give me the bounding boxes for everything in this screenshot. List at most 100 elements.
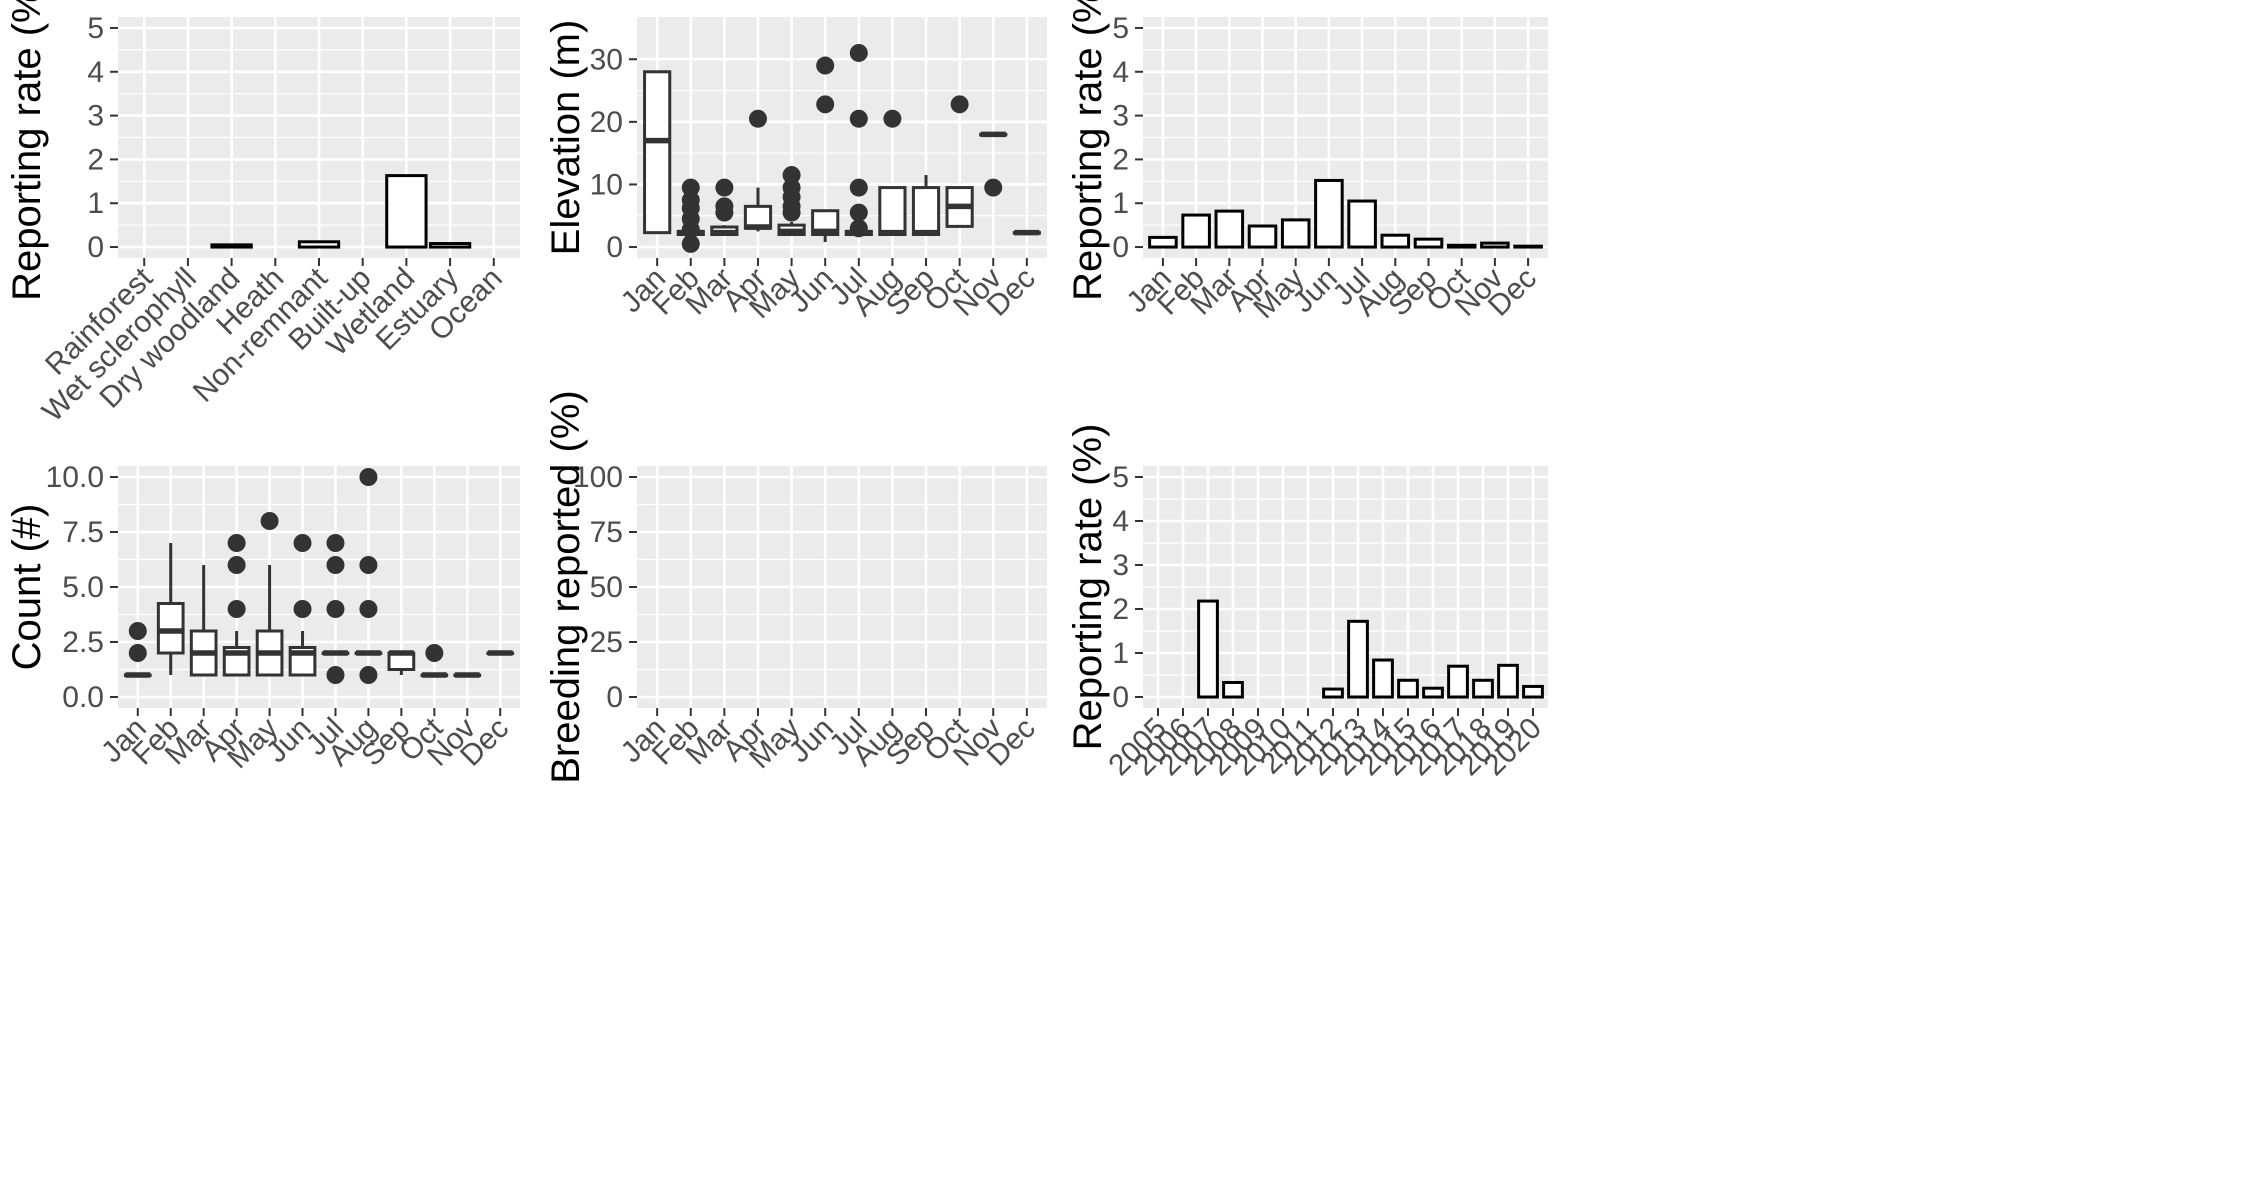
outlier-point xyxy=(359,468,378,486)
bar xyxy=(1372,658,1394,699)
outlier-point xyxy=(128,622,147,640)
box-plot xyxy=(288,534,317,677)
box-plot xyxy=(811,56,840,243)
bar xyxy=(1380,233,1411,249)
bar xyxy=(1447,664,1469,699)
box xyxy=(643,70,672,235)
y-tick-label: 10.0 xyxy=(46,461,104,494)
box-plot xyxy=(354,468,383,684)
box-plot xyxy=(255,512,284,677)
y-tick-label: 4 xyxy=(1112,505,1129,538)
bar xyxy=(1214,209,1245,249)
y-axis-title: Reporting rate (%) xyxy=(1066,0,1110,301)
y-tick-label: 0 xyxy=(1112,681,1129,714)
bar xyxy=(1422,686,1444,699)
outlier-point xyxy=(816,95,835,114)
outlier-point xyxy=(681,234,700,253)
bar xyxy=(1446,243,1477,249)
outlier-point xyxy=(326,666,345,684)
outlier-point xyxy=(681,178,700,197)
elevation-panel: 0102030JanFebMarAprMayJunJulAugSepOctNov… xyxy=(544,17,1047,325)
bar xyxy=(1513,244,1543,249)
box-plot xyxy=(777,166,806,237)
bar xyxy=(1472,678,1494,699)
outlier-point xyxy=(359,556,378,574)
y-tick-label: 2 xyxy=(87,143,104,176)
outlier-point xyxy=(293,534,312,552)
outlier-point xyxy=(326,556,345,574)
outlier-point xyxy=(227,534,246,552)
bar xyxy=(210,243,253,249)
y-tick-label: 0 xyxy=(606,231,623,264)
bar xyxy=(428,242,472,249)
outlier-point xyxy=(782,178,801,197)
y-axis-title: Reporting rate (%) xyxy=(5,0,49,301)
outlier-point xyxy=(359,600,378,618)
y-tick-label: 3 xyxy=(1112,100,1129,133)
box xyxy=(911,186,941,237)
count-panel: 0.02.55.07.510.0JanFebMarAprMayJunJulAug… xyxy=(5,461,520,775)
bar xyxy=(1148,235,1178,249)
month-rate-panel: 012345JanFebMarAprMayJunJulAugSepOctNovD… xyxy=(1066,0,1548,325)
y-tick-label: 5.0 xyxy=(62,571,104,604)
outlier-point xyxy=(425,644,444,662)
y-axis-title: Elevation (m) xyxy=(544,20,588,256)
box-plot xyxy=(222,534,251,677)
outlier-point xyxy=(849,109,868,128)
outlier-point xyxy=(681,191,700,210)
box-plot xyxy=(453,672,482,678)
panel-background xyxy=(637,17,1047,258)
bar xyxy=(1280,218,1311,249)
y-tick-label: 1 xyxy=(1112,637,1129,670)
box-plot xyxy=(743,109,773,232)
y-tick-label: 3 xyxy=(87,100,104,133)
outlier-point xyxy=(816,56,835,75)
y-tick-label: 50 xyxy=(590,571,623,604)
bar xyxy=(1314,178,1344,249)
outlier-point xyxy=(227,556,246,574)
outlier-point xyxy=(326,534,345,552)
bar xyxy=(1480,241,1510,249)
box-plot xyxy=(123,622,152,678)
box-plot xyxy=(1012,229,1041,236)
bar xyxy=(1247,224,1278,249)
y-tick-label: 75 xyxy=(590,516,623,549)
y-tick-label: 2 xyxy=(1112,143,1129,176)
y-axis-title: Count (#) xyxy=(5,504,49,671)
bar xyxy=(1181,213,1211,249)
outlier-point xyxy=(883,109,902,128)
y-tick-label: 0 xyxy=(87,231,104,264)
y-tick-label: 100 xyxy=(573,461,623,494)
y-tick-label: 4 xyxy=(87,56,104,89)
outlier-point xyxy=(849,43,868,62)
box-plot xyxy=(844,43,873,238)
outlier-point xyxy=(849,219,868,238)
box-plot xyxy=(189,565,218,677)
box-plot xyxy=(676,178,705,253)
outlier-point xyxy=(715,197,734,216)
bar xyxy=(1413,237,1444,249)
box-plot xyxy=(710,178,739,237)
y-tick-label: 0.0 xyxy=(62,681,104,714)
y-axis-title: Breeding reported (%) xyxy=(544,390,588,784)
box-plot xyxy=(911,175,941,237)
box-plot xyxy=(486,650,515,656)
box-plot xyxy=(643,70,672,235)
bar xyxy=(1497,663,1519,699)
y-tick-label: 4 xyxy=(1112,56,1129,89)
year-rate-panel: 0123452005200620072008200920102011201220… xyxy=(1066,424,1548,782)
outlier-point xyxy=(782,166,801,185)
box-plot xyxy=(321,534,350,684)
bar xyxy=(1397,678,1419,699)
y-axis-title: Reporting rate (%) xyxy=(1066,424,1110,751)
bar xyxy=(1347,619,1369,699)
y-tick-label: 5 xyxy=(1112,12,1129,45)
bar xyxy=(1222,680,1244,699)
box-plot xyxy=(945,95,974,228)
bar xyxy=(385,174,428,249)
outlier-point xyxy=(849,203,868,222)
outlier-point xyxy=(293,600,312,618)
y-tick-label: 5 xyxy=(1112,461,1129,494)
box-plot xyxy=(979,131,1008,197)
